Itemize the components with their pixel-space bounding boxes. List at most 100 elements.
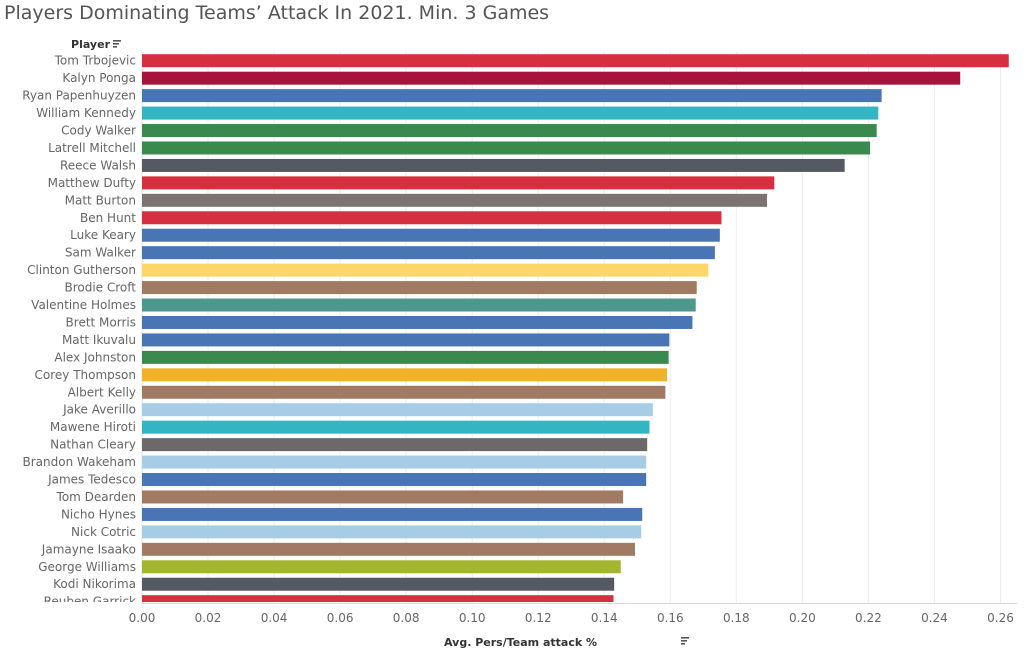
bar[interactable] <box>142 490 624 504</box>
player-header[interactable]: Player <box>71 38 121 51</box>
bar-row[interactable]: Brandon Wakeham <box>22 455 647 469</box>
bar[interactable] <box>142 71 961 85</box>
x-tick-label: 0.14 <box>591 611 618 625</box>
category-label: Brett Morris <box>66 315 136 329</box>
category-label: Ben Hunt <box>80 211 136 225</box>
x-axis-title[interactable]: Avg. Pers/Team attack % <box>444 636 689 649</box>
bar[interactable] <box>142 542 635 556</box>
bar-rows: Tom Trbojevic Kalyn Ponga Ryan Papenhuyzen… <box>22 54 1009 609</box>
bar-row[interactable]: Mawene Hiroti <box>50 420 650 434</box>
x-tick-label: 0.22 <box>855 611 882 625</box>
bar[interactable] <box>142 106 879 120</box>
bar[interactable] <box>142 211 722 225</box>
bar[interactable] <box>142 228 720 242</box>
category-label: Latrell Mitchell <box>48 141 136 155</box>
bar[interactable] <box>142 420 650 434</box>
bar[interactable] <box>142 403 653 417</box>
bar[interactable] <box>142 438 648 452</box>
category-label: Mawene Hiroti <box>50 420 136 434</box>
bar[interactable] <box>142 577 615 591</box>
bar[interactable] <box>142 193 768 207</box>
bar[interactable] <box>142 141 871 155</box>
category-label: Nathan Cleary <box>50 438 136 452</box>
category-label: Sam Walker <box>65 246 136 260</box>
x-tick-label: 0.00 <box>129 611 156 625</box>
bar-row[interactable]: Nick Cotric <box>71 525 642 539</box>
x-tick-label: 0.08 <box>393 611 420 625</box>
bar-row[interactable]: Luke Keary <box>70 228 720 242</box>
bar-row[interactable]: Matt Ikuvalu <box>62 333 670 347</box>
category-label: Nick Cotric <box>71 525 136 539</box>
category-label: Nicho Hynes <box>61 507 136 521</box>
x-axis-label: Avg. Pers/Team attack % <box>444 636 597 649</box>
bar-row[interactable]: Brodie Croft <box>64 281 697 295</box>
bar[interactable] <box>142 507 643 521</box>
bar[interactable] <box>142 350 669 364</box>
bar[interactable] <box>142 263 709 277</box>
category-label: Albert Kelly <box>68 385 136 399</box>
bar-row[interactable]: Brett Morris <box>66 315 693 329</box>
category-label: Luke Keary <box>70 228 136 242</box>
bar[interactable] <box>142 298 696 312</box>
bar[interactable] <box>142 333 670 347</box>
bar-row[interactable]: Ryan Papenhuyzen <box>22 89 882 103</box>
bar[interactable] <box>142 281 697 295</box>
category-label: James Tedesco <box>47 473 136 487</box>
bar-row[interactable]: Matthew Dufty <box>48 176 775 190</box>
bar-row[interactable]: Jake Averillo <box>62 403 653 417</box>
sort-icon[interactable] <box>113 40 121 48</box>
bar-row[interactable]: Kodi Nikorima <box>53 577 615 591</box>
category-label: Matt Burton <box>65 193 136 207</box>
category-label: Ryan Papenhuyzen <box>22 89 136 103</box>
bar-row[interactable]: Tom Trbojevic <box>54 54 1009 68</box>
bar-row[interactable]: Latrell Mitchell <box>48 141 871 155</box>
bar[interactable] <box>142 124 877 138</box>
category-label: Clinton Gutherson <box>27 263 136 277</box>
bar-row[interactable]: Nathan Cleary <box>50 438 648 452</box>
bar-row[interactable]: Alex Johnston <box>54 350 669 364</box>
bar-row[interactable]: William Kennedy <box>36 106 879 120</box>
bar[interactable] <box>142 176 775 190</box>
category-label: William Kennedy <box>36 106 136 120</box>
bar[interactable] <box>142 473 647 487</box>
category-label: Valentine Holmes <box>31 298 136 312</box>
x-tick-label: 0.06 <box>327 611 354 625</box>
bar-row[interactable]: Reuben Garrick <box>44 595 614 609</box>
bar-row[interactable]: Tom Dearden <box>56 490 624 504</box>
x-tick-label: 0.26 <box>987 611 1014 625</box>
bar[interactable] <box>142 385 666 399</box>
bar-row[interactable]: Ben Hunt <box>80 211 722 225</box>
bar[interactable] <box>142 89 882 103</box>
category-label: Matthew Dufty <box>48 176 136 190</box>
category-label: Jake Averillo <box>62 403 136 417</box>
sort-icon[interactable] <box>681 637 689 645</box>
bar-row[interactable]: Kalyn Ponga <box>62 71 961 85</box>
bar-row[interactable]: Albert Kelly <box>68 385 666 399</box>
bar[interactable] <box>142 246 715 260</box>
category-label: Reuben Garrick <box>44 595 136 609</box>
bar[interactable] <box>142 158 845 172</box>
x-axis: 0.00 0.02 0.04 0.06 0.08 0.10 0.12 0.14 0.16 0.18… <box>129 603 1017 625</box>
bar[interactable] <box>142 455 647 469</box>
bar-row[interactable]: Reece Walsh <box>60 158 845 172</box>
bar-row[interactable]: Matt Burton <box>65 193 768 207</box>
x-tick-label: 0.04 <box>261 611 288 625</box>
bar-row[interactable]: Sam Walker <box>65 246 715 260</box>
bar[interactable] <box>142 595 614 608</box>
x-tick-label: 0.16 <box>657 611 684 625</box>
bar-row[interactable]: Corey Thompson <box>35 368 667 382</box>
bar[interactable] <box>142 368 667 382</box>
bar-row[interactable]: Valentine Holmes <box>31 298 696 312</box>
bar[interactable] <box>142 315 693 329</box>
bar-row[interactable]: Jamayne Isaako <box>41 542 635 556</box>
bar-row[interactable]: Clinton Gutherson <box>27 263 709 277</box>
category-label: Cody Walker <box>61 124 136 138</box>
bar[interactable] <box>142 560 621 574</box>
bar-row[interactable]: Nicho Hynes <box>61 507 643 521</box>
bar-row[interactable]: Cody Walker <box>61 124 877 138</box>
bar-row[interactable]: George Williams <box>38 560 621 574</box>
bar-row[interactable]: James Tedesco <box>47 473 647 487</box>
bar[interactable] <box>142 54 1009 68</box>
bar[interactable] <box>142 525 642 539</box>
